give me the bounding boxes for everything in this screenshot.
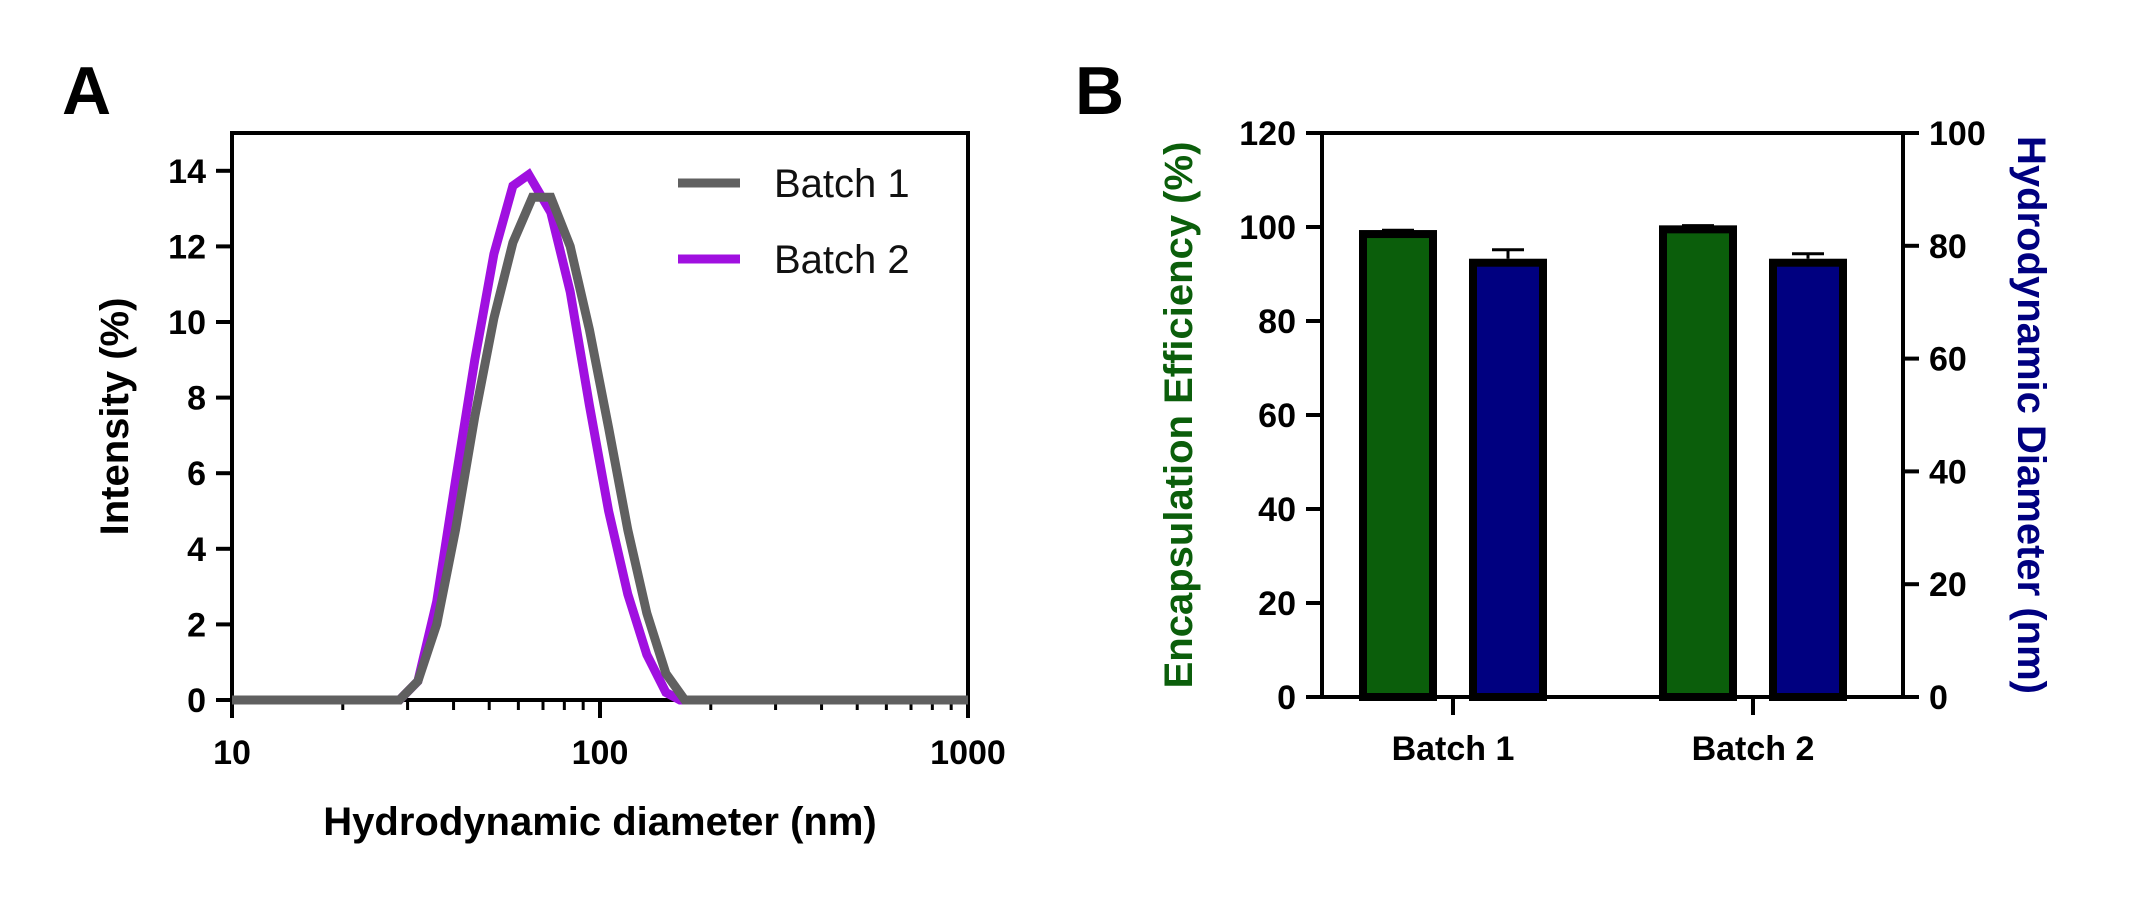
y-tick-label-a: 6 [187, 455, 206, 493]
panel-b-label: B [1075, 53, 1124, 129]
y-tick-label-a: 8 [187, 380, 206, 418]
y-tick-label-a: 10 [168, 304, 206, 342]
x-tick-label-a: 10 [213, 734, 251, 772]
series-line-batch-1 [232, 192, 968, 705]
x-tick-label-b: Batch 2 [1692, 730, 1815, 768]
y-right-axis-title-b: Hydrodynamic Diameter (nm) [2009, 136, 2053, 694]
y-left-tick-label-b: 40 [1258, 491, 1296, 529]
y-right-tick-label-b: 0 [1929, 679, 1948, 717]
y-tick-label-a: 2 [187, 606, 206, 644]
ee-bar-1 [1359, 230, 1437, 702]
chart-a: 10 100 1000 0 2 4 6 8 10 12 14 Hydrodynamic diamete… [93, 131, 1006, 844]
x-axis-title-a: Hydrodynamic diameter (nm) [323, 800, 876, 844]
panel-a-label: A [62, 53, 111, 129]
y-left-tick-label-b: 20 [1258, 585, 1296, 623]
y-right-tick-label-b: 60 [1929, 341, 1967, 379]
y-left-tick-label-b: 100 [1239, 209, 1296, 247]
y-tick-label-a: 14 [168, 153, 206, 191]
chart-b: 0 20 40 60 80 100 120 0 20 40 60 80 100 Batch 1 Batch … [1157, 115, 2053, 768]
dh-bar-2 [1769, 258, 1847, 701]
y-left-tick-label-b: 0 [1277, 679, 1296, 717]
y-right-tick-label-b: 80 [1929, 228, 1967, 266]
y-tick-label-a: 12 [168, 228, 206, 266]
x-tick-label-a: 1000 [930, 734, 1006, 772]
y-right-tick-label-b: 40 [1929, 453, 1967, 491]
y-right-tick-label-b: 100 [1929, 115, 1986, 153]
legend-label-2: Batch 2 [774, 238, 910, 282]
x-tick-label-a: 100 [572, 734, 629, 772]
y-right-tick-label-b: 20 [1929, 566, 1967, 604]
y-left-tick-label-b: 60 [1258, 397, 1296, 435]
y-tick-label-a: 4 [187, 531, 206, 569]
y-left-axis-title-b: Encapsulation Efficiency (%) [1157, 142, 1201, 689]
y-tick-label-a: 0 [187, 682, 206, 720]
y-left-tick-label-b: 80 [1258, 303, 1296, 341]
plot-frame-a [230, 131, 970, 702]
legend-label-1: Batch 1 [774, 162, 910, 206]
ee-bar-2 [1659, 225, 1737, 701]
y-left-tick-label-b: 120 [1239, 115, 1296, 153]
dh-bar-1 [1469, 258, 1547, 701]
y-axis-title-a: Intensity (%) [93, 298, 137, 536]
x-tick-label-b: Batch 1 [1392, 730, 1515, 768]
